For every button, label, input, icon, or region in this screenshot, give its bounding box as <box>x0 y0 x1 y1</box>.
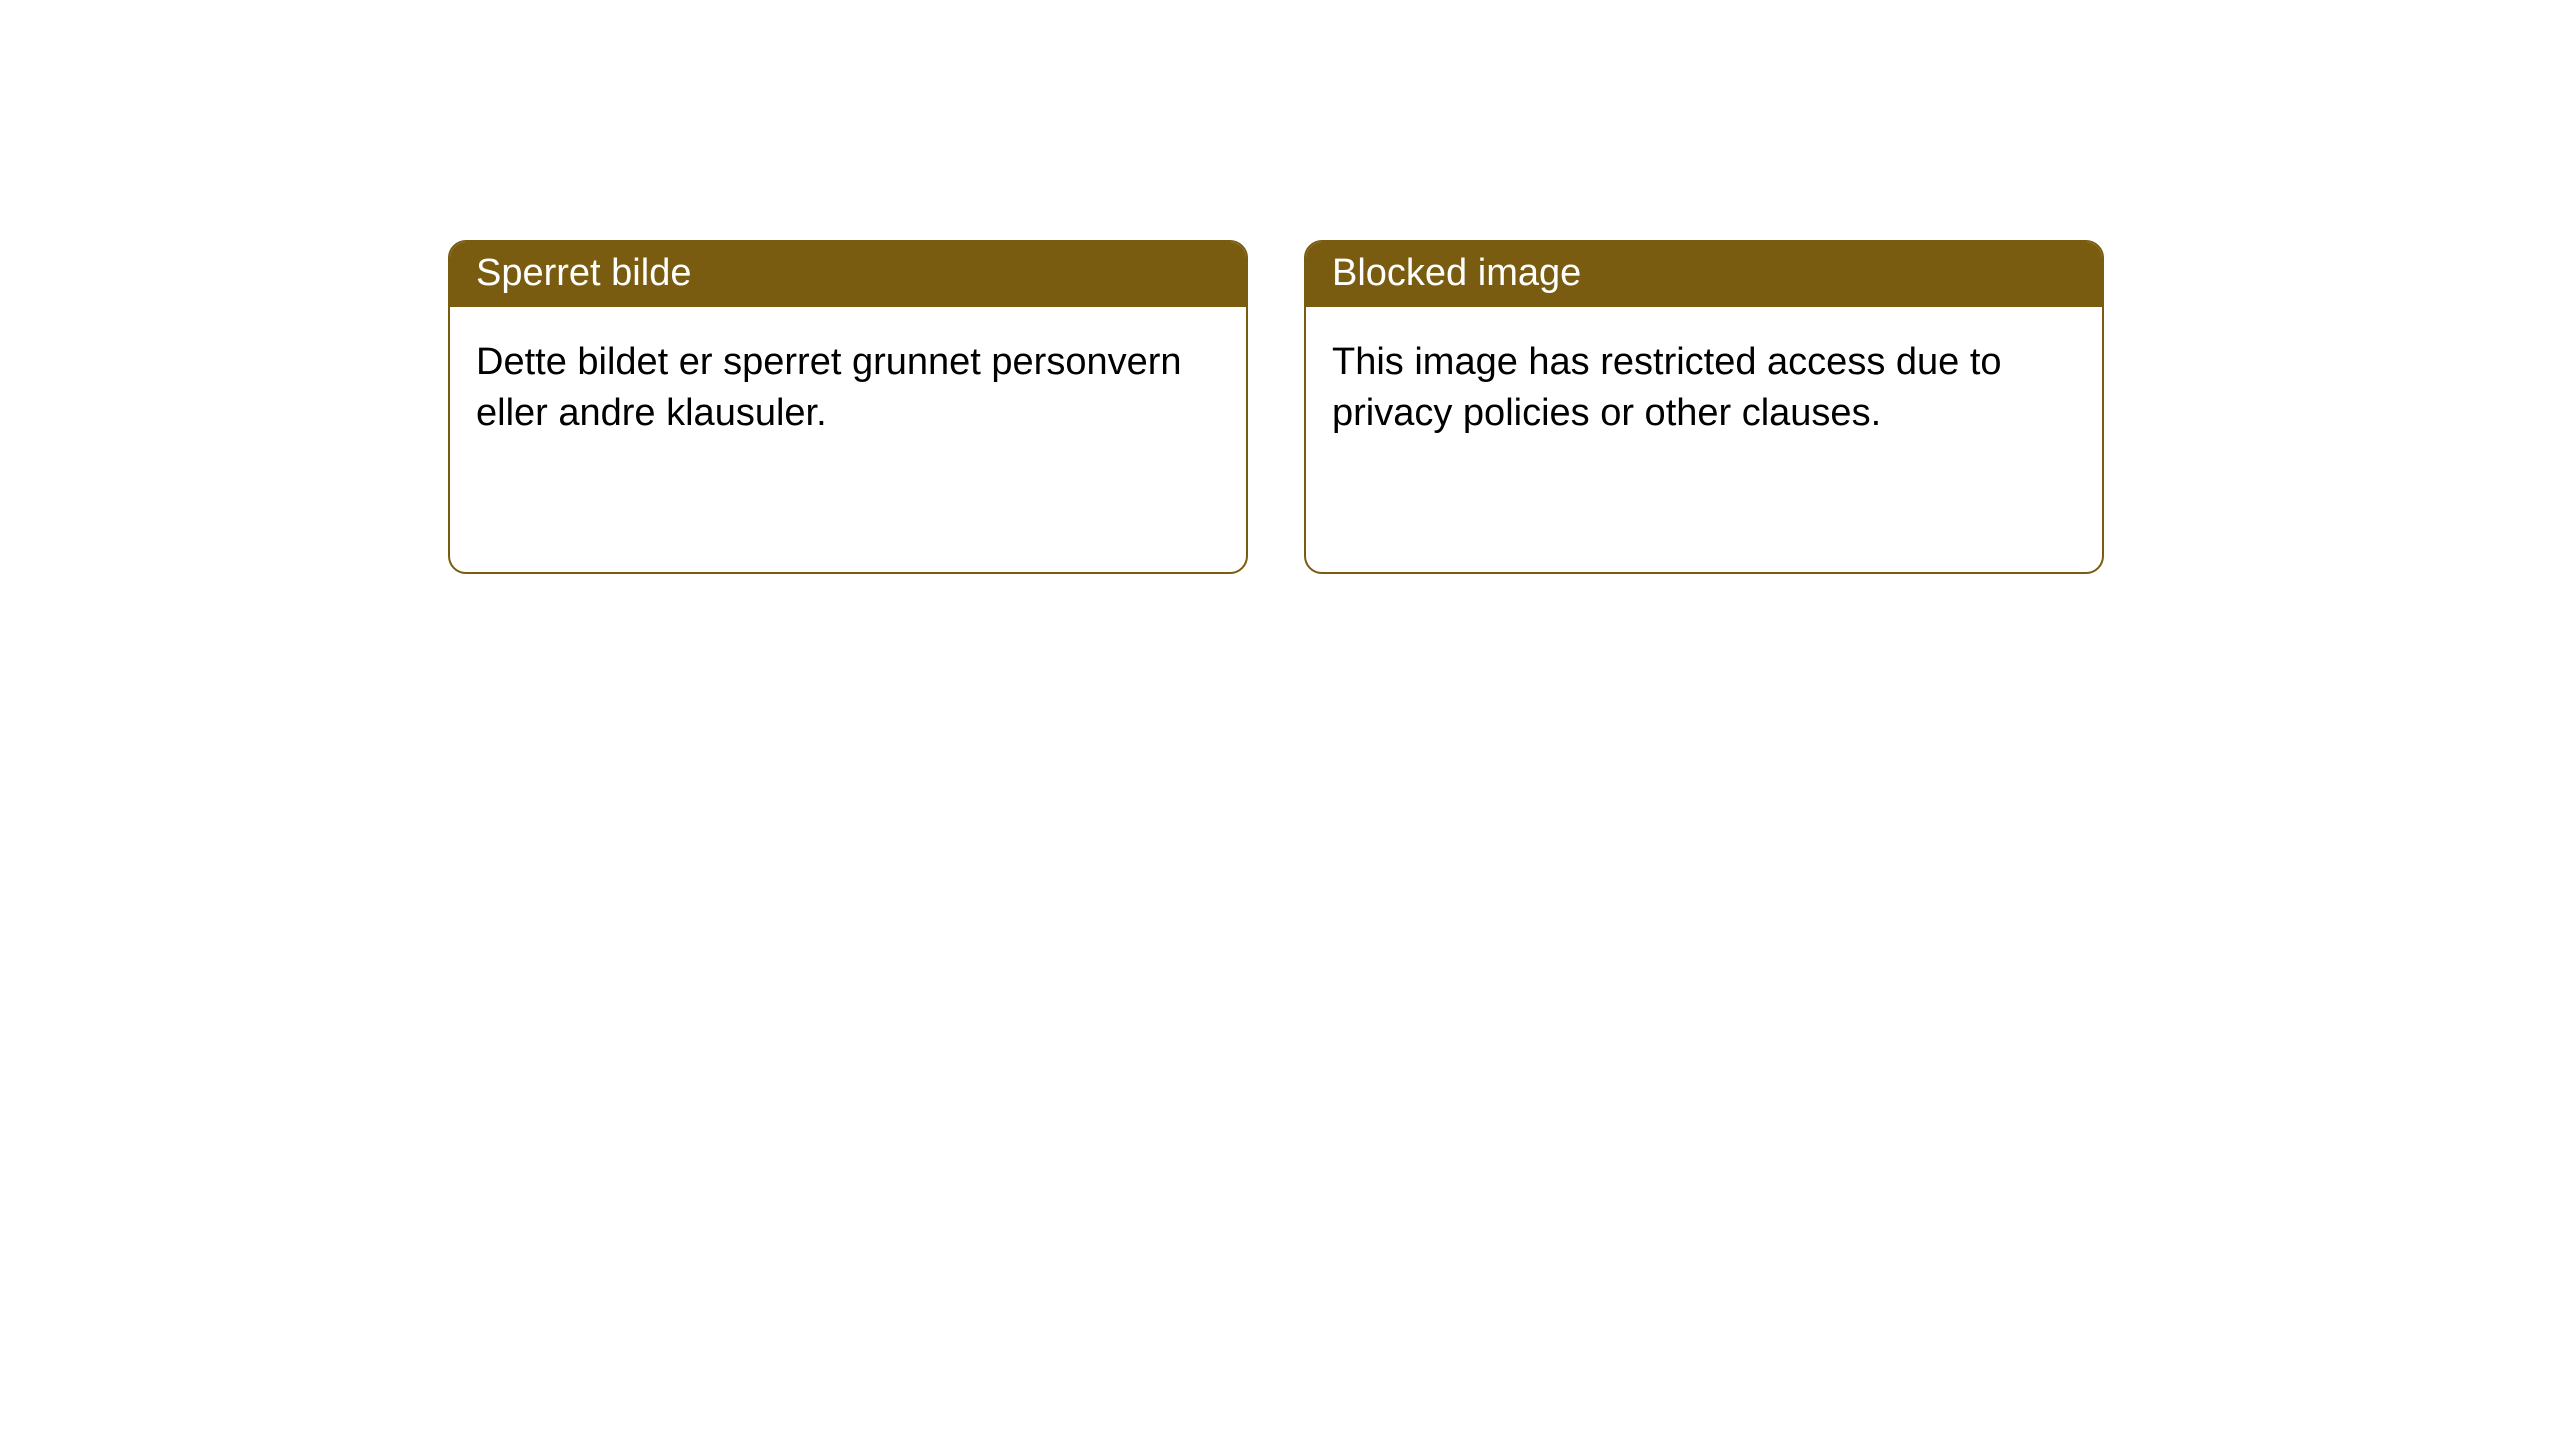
card-header-norwegian: Sperret bilde <box>450 242 1246 307</box>
cards-container: Sperret bilde Dette bildet er sperret gr… <box>0 0 2560 574</box>
card-norwegian: Sperret bilde Dette bildet er sperret gr… <box>448 240 1248 574</box>
card-english: Blocked image This image has restricted … <box>1304 240 2104 574</box>
card-body-norwegian: Dette bildet er sperret grunnet personve… <box>450 307 1246 470</box>
card-header-english: Blocked image <box>1306 242 2102 307</box>
card-body-english: This image has restricted access due to … <box>1306 307 2102 470</box>
